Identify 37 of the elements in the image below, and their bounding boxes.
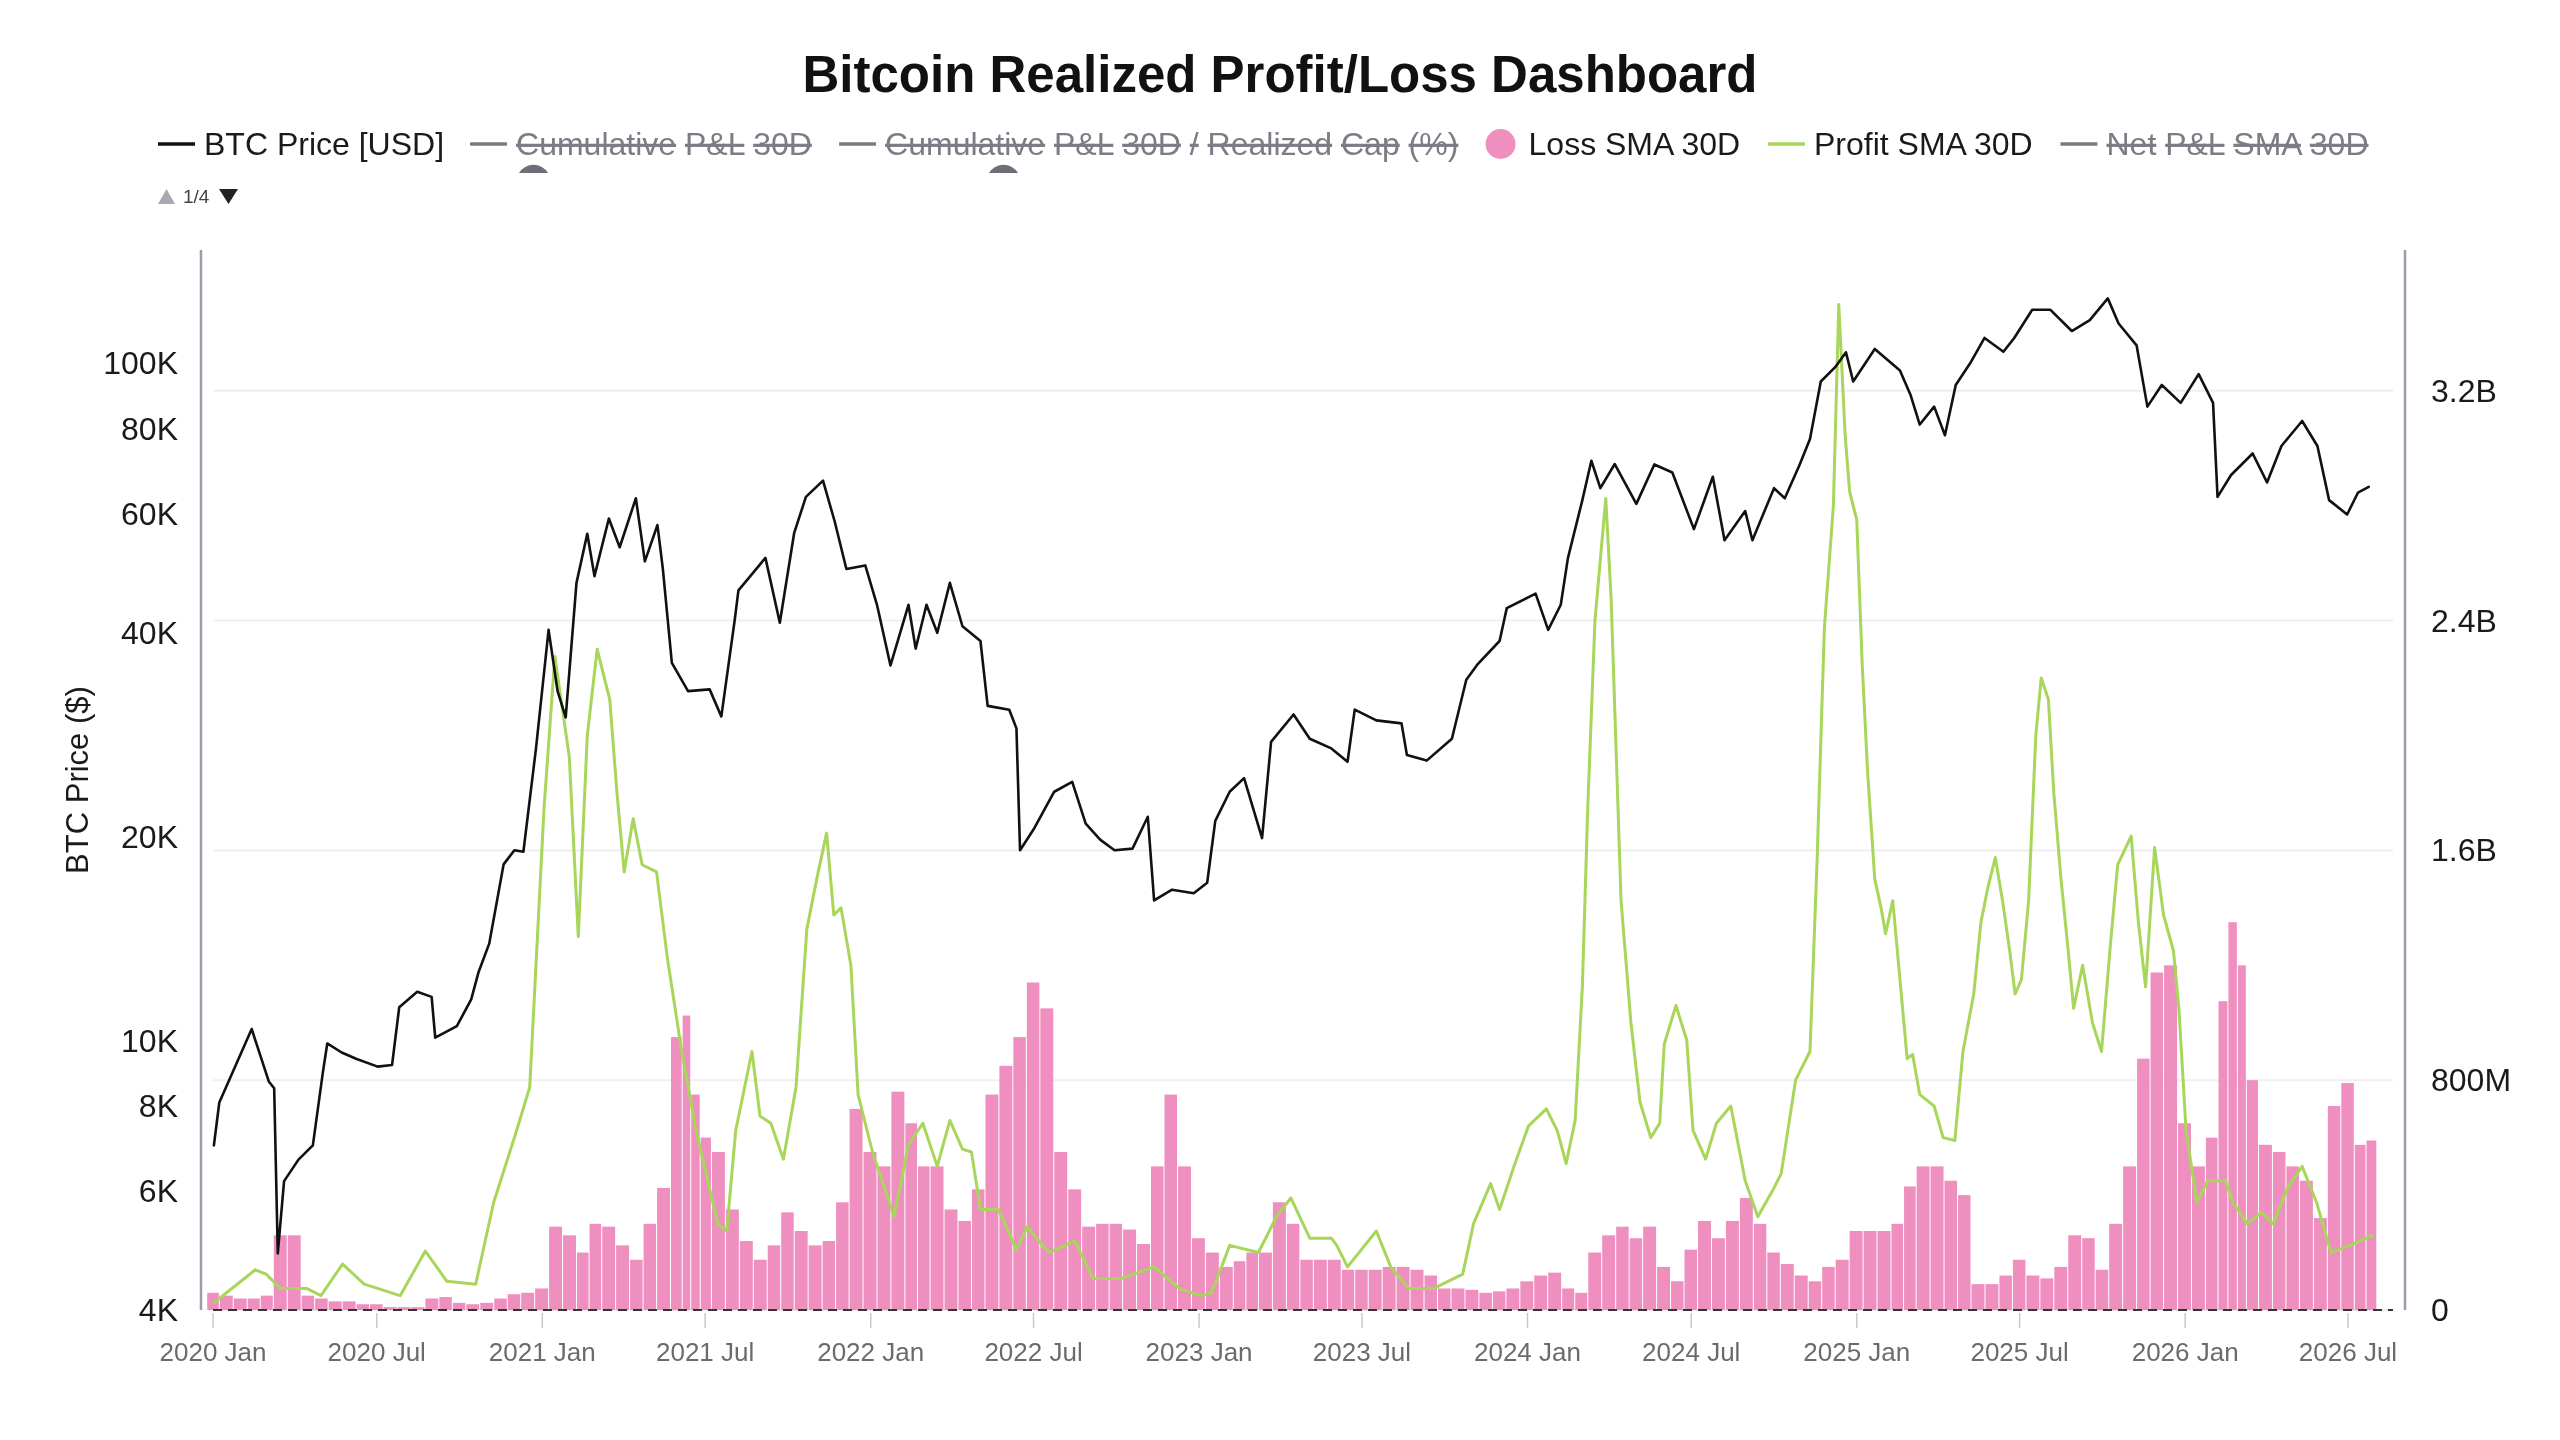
x-tick-label: 2022 Jan: [817, 1337, 925, 1367]
x-tick-label: 2025 Jan: [1803, 1337, 1911, 1367]
x-tick-label: 2026 Jan: [2131, 1337, 2239, 1367]
y2-tick-label: 0: [2431, 1292, 2449, 1328]
legend-label: Loss SMA 30D: [1528, 126, 1741, 162]
x-tick-label: 2023 Jan: [1145, 1337, 1253, 1367]
y-tick-label: 100K: [103, 345, 178, 382]
legend-label: BTC Price [USD]: [204, 126, 445, 162]
x-tick-label: 2024 Jan: [1473, 1337, 1581, 1367]
y2-tick-label: 3.2B: [2431, 372, 2497, 409]
chart-title: Bitcoin Realized Profit/Loss Dashboard: [802, 45, 1758, 103]
y-axis-title: BTC Price ($): [59, 686, 95, 874]
x-tick-label: 2023 Jul: [1312, 1337, 1412, 1367]
legend-label: Cumulative P&L 30D / Realized Cap (%): [885, 126, 1459, 162]
x-tick-label: 2020 Jan: [159, 1337, 267, 1367]
y-tick-label: 6K: [138, 1172, 178, 1209]
x-tick-label: 2021 Jul: [655, 1337, 755, 1367]
y2-tick-label: 2.4B: [2431, 602, 2497, 639]
legend-label: Profit SMA 30D: [1813, 126, 2033, 162]
x-tick-label: 2021 Jan: [488, 1337, 596, 1367]
x-tick-label: 2022 Jul: [984, 1337, 1083, 1367]
x-tick-label: 2024 Jul: [1642, 1337, 1741, 1367]
x-tick-label: 2026 Jul: [2298, 1337, 2398, 1367]
y-tick-label: 80K: [121, 410, 178, 447]
y-tick-label: 4K: [138, 1292, 178, 1328]
text: 1/4: [183, 185, 210, 207]
y2-tick-label: 1.6B: [2431, 832, 2497, 869]
y-tick-label: 8K: [138, 1088, 178, 1125]
y-tick-label: 40K: [121, 614, 178, 651]
y-tick-label: 10K: [121, 1022, 178, 1059]
x-tick-label: 2020 Jul: [327, 1337, 426, 1367]
x-tick-label: 2025 Jul: [1970, 1337, 2069, 1367]
legend-label: Net P&L SMA 30D: [2106, 126, 2369, 162]
legend-label: Cumulative P&L 30D: [516, 126, 812, 162]
y-tick-label: 20K: [121, 818, 178, 855]
y2-tick-label: 800M: [2431, 1062, 2512, 1099]
y-tick-label: 60K: [121, 495, 178, 532]
